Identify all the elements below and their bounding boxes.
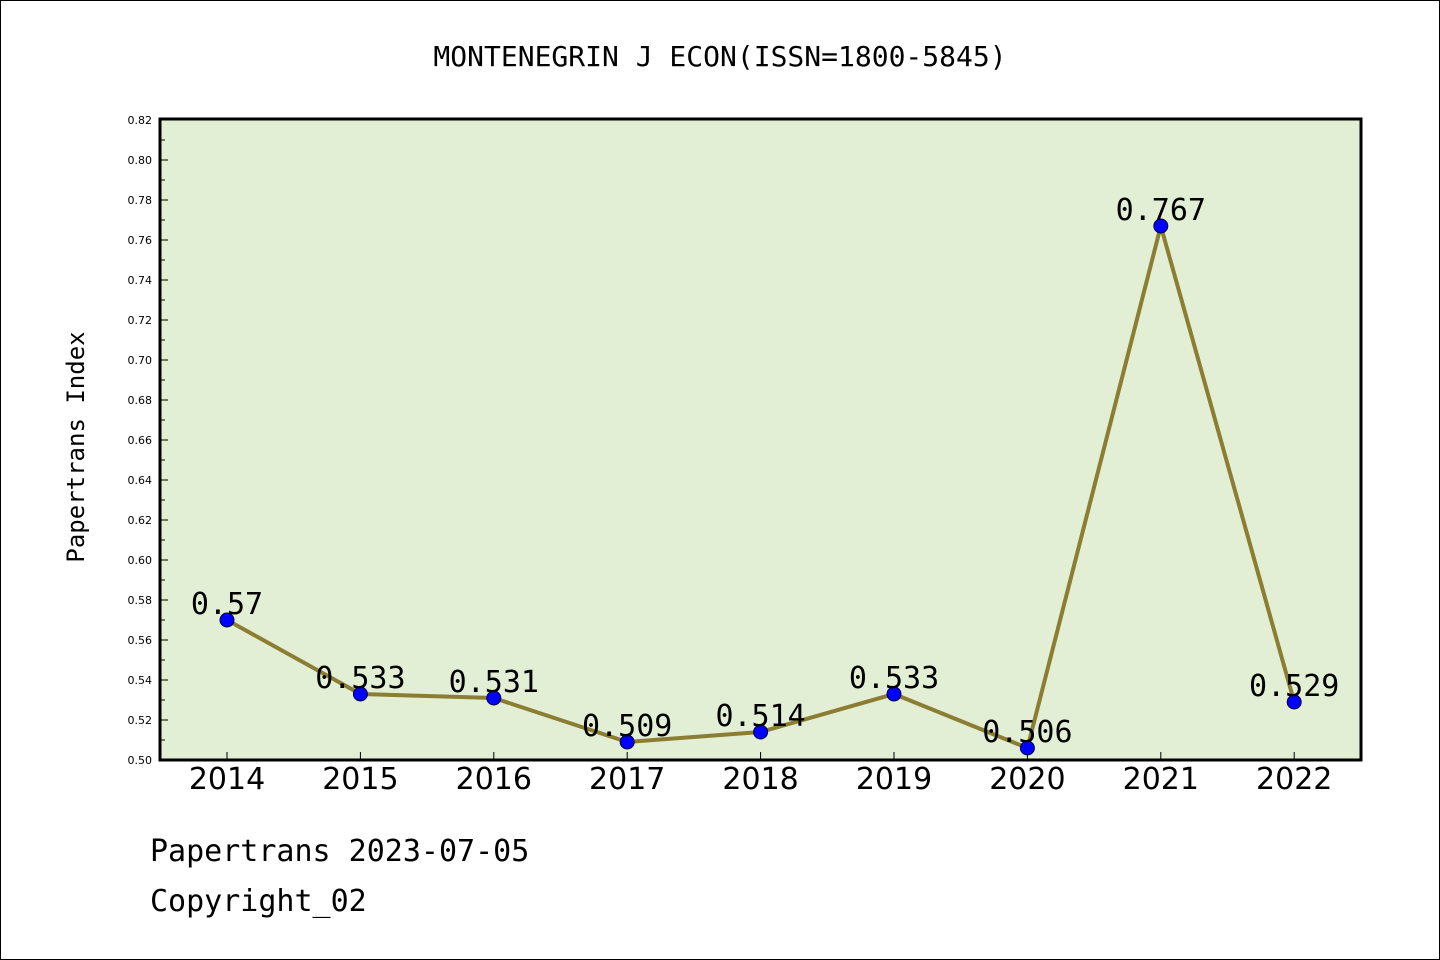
y-axis-label: Papertrans Index: [62, 331, 90, 562]
y-tick-label: 0.50: [128, 754, 153, 767]
x-tick-label: 2015: [322, 762, 398, 797]
data-point: [886, 686, 902, 702]
y-tick-label: 0.72: [128, 314, 153, 327]
data-label: 0.57: [191, 587, 263, 622]
y-tick-label: 0.68: [128, 394, 153, 407]
data-point: [1153, 218, 1169, 234]
chart-title: MONTENEGRIN J ECON(ISSN=1800-5845): [433, 40, 1006, 73]
y-tick-label: 0.76: [128, 234, 153, 247]
data-point: [1286, 694, 1302, 710]
data-label: 0.514: [715, 699, 805, 734]
data-label: 0.767: [1116, 193, 1206, 228]
x-tick-label: 2014: [189, 762, 265, 797]
y-tick-label: 0.56: [128, 634, 153, 647]
x-tick-label: 2017: [589, 762, 665, 797]
y-tick-label: 0.70: [128, 354, 153, 367]
data-point: [619, 734, 635, 750]
data-label: 0.533: [315, 661, 405, 696]
y-tick-label: 0.54: [128, 674, 153, 687]
data-label: 0.509: [582, 709, 672, 744]
x-tick-label: 2021: [1123, 762, 1199, 797]
series-papertrans-index: [219, 218, 1302, 756]
footer-copyright: Copyright_02: [150, 884, 367, 919]
y-tick-label: 0.60: [128, 554, 153, 567]
y-tick-label: 0.66: [128, 434, 153, 447]
y-tick-label: 0.64: [128, 474, 153, 487]
x-tick-label: 2019: [856, 762, 932, 797]
data-point: [486, 690, 502, 706]
x-tick-label: 2022: [1256, 762, 1332, 797]
y-tick-label: 0.74: [128, 274, 153, 287]
y-tick-label: 0.52: [128, 714, 153, 727]
data-point: [352, 686, 368, 702]
x-axis-ticks: 2014 2015 2016 2017 2018 2019 2020 2021 2022: [189, 752, 1332, 797]
data-point: [219, 612, 235, 628]
data-label: 0.533: [849, 661, 939, 696]
y-tick-label: 0.58: [128, 594, 153, 607]
y-tick-label: 0.80: [128, 154, 153, 167]
data-point: [1019, 740, 1035, 756]
data-labels: 0.57 0.533 0.531 0.509 0.514 0.533 0.506 0.767 0…: [191, 193, 1339, 750]
y-axis-ticks: 0.50 0.52 0.54 0.56 0.58 0.60 0.62 0.64 0.66 0.68…: [128, 114, 168, 767]
x-tick-label: 2016: [456, 762, 532, 797]
data-label: 0.531: [449, 665, 539, 700]
y-tick-label: 0.82: [128, 114, 153, 127]
y-tick-label: 0.62: [128, 514, 153, 527]
data-point: [753, 724, 769, 740]
x-tick-label: 2018: [722, 762, 798, 797]
footer-date: Papertrans 2023-07-05: [150, 834, 530, 869]
data-label: 0.529: [1249, 669, 1339, 704]
x-tick-label: 2020: [989, 762, 1065, 797]
data-label: 0.506: [982, 715, 1072, 750]
y-tick-label: 0.78: [128, 194, 153, 207]
